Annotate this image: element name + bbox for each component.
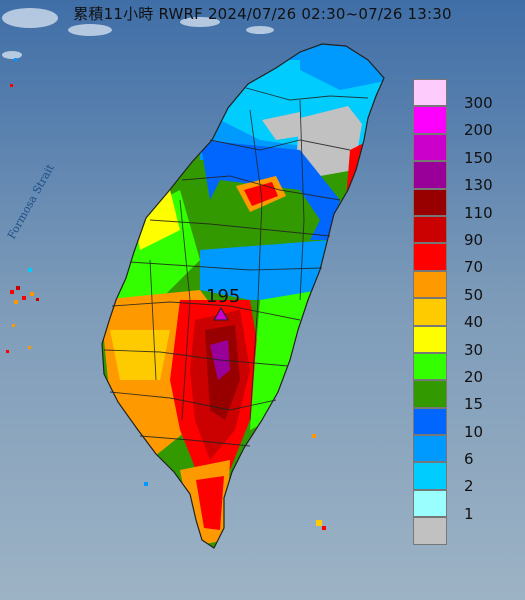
legend-swatch: [413, 298, 447, 326]
legend-swatch: [413, 517, 447, 545]
legend-row: 2: [413, 462, 518, 495]
legend-label: 50: [464, 285, 484, 304]
legend-label: 1: [464, 504, 474, 523]
legend-swatch: [413, 215, 447, 244]
legend-swatch: [413, 243, 447, 271]
legend-row: 15: [413, 380, 518, 413]
cloud-texture: [2, 8, 274, 59]
legend-swatch: [413, 79, 447, 107]
legend-row: 40: [413, 298, 518, 331]
island-outline: [101, 43, 385, 549]
legend-label: 10: [464, 422, 484, 441]
legend-row: 10: [413, 407, 518, 441]
legend-row: 130: [413, 161, 518, 194]
legend-swatch: [413, 380, 447, 408]
legend-label: 300: [464, 94, 493, 112]
legend-row: 150: [413, 133, 518, 167]
legend-label: 2: [464, 477, 474, 496]
legend-label: 30: [464, 340, 484, 359]
legend-label: 90: [464, 230, 484, 249]
legend-row: 20: [413, 352, 518, 386]
legend-swatch: [413, 352, 447, 381]
map-title: 累積11小時 RWRF 2024/07/26 02:30~07/26 13:30: [73, 5, 452, 23]
legend-row: 110: [413, 188, 518, 222]
legend-swatch: [413, 325, 447, 353]
legend-row: 200: [413, 106, 518, 139]
legend-swatch: [413, 435, 447, 463]
legend-label: 200: [464, 121, 493, 140]
legend-row: 300: [413, 79, 518, 112]
legend-swatch: [413, 407, 447, 436]
legend-row: [413, 517, 518, 545]
legend-swatch: [413, 106, 447, 134]
legend-label: 150: [464, 148, 493, 167]
legend-label: 130: [464, 176, 493, 195]
legend-row: 30: [413, 325, 518, 359]
legend-swatch: [413, 270, 447, 299]
max-marker-icon: [213, 307, 229, 321]
legend-row: 6: [413, 435, 518, 468]
legend-label: 70: [464, 258, 484, 277]
offshore-rain-cells: [6, 58, 326, 530]
legend-label: 6: [464, 450, 474, 469]
legend-row: 50: [413, 270, 518, 304]
legend-swatch: [413, 462, 447, 490]
max-value-label: 195: [206, 286, 241, 307]
legend-label: 20: [464, 367, 484, 386]
color-legend: 300 200 150 130 110 90 70 50 40 30 20 15 10 6 2 1: [413, 79, 518, 545]
legend-swatch: [413, 161, 447, 189]
legend-swatch: [413, 188, 447, 216]
legend-label: 15: [464, 395, 484, 414]
legend-row: 70: [413, 243, 518, 276]
legend-row: 90: [413, 215, 518, 249]
legend-row: 1: [413, 489, 518, 523]
legend-swatch: [413, 489, 447, 518]
county-boundaries: [103, 87, 369, 447]
legend-label: 110: [464, 203, 493, 222]
legend-swatch: [413, 133, 447, 162]
legend-label: 40: [464, 313, 484, 332]
